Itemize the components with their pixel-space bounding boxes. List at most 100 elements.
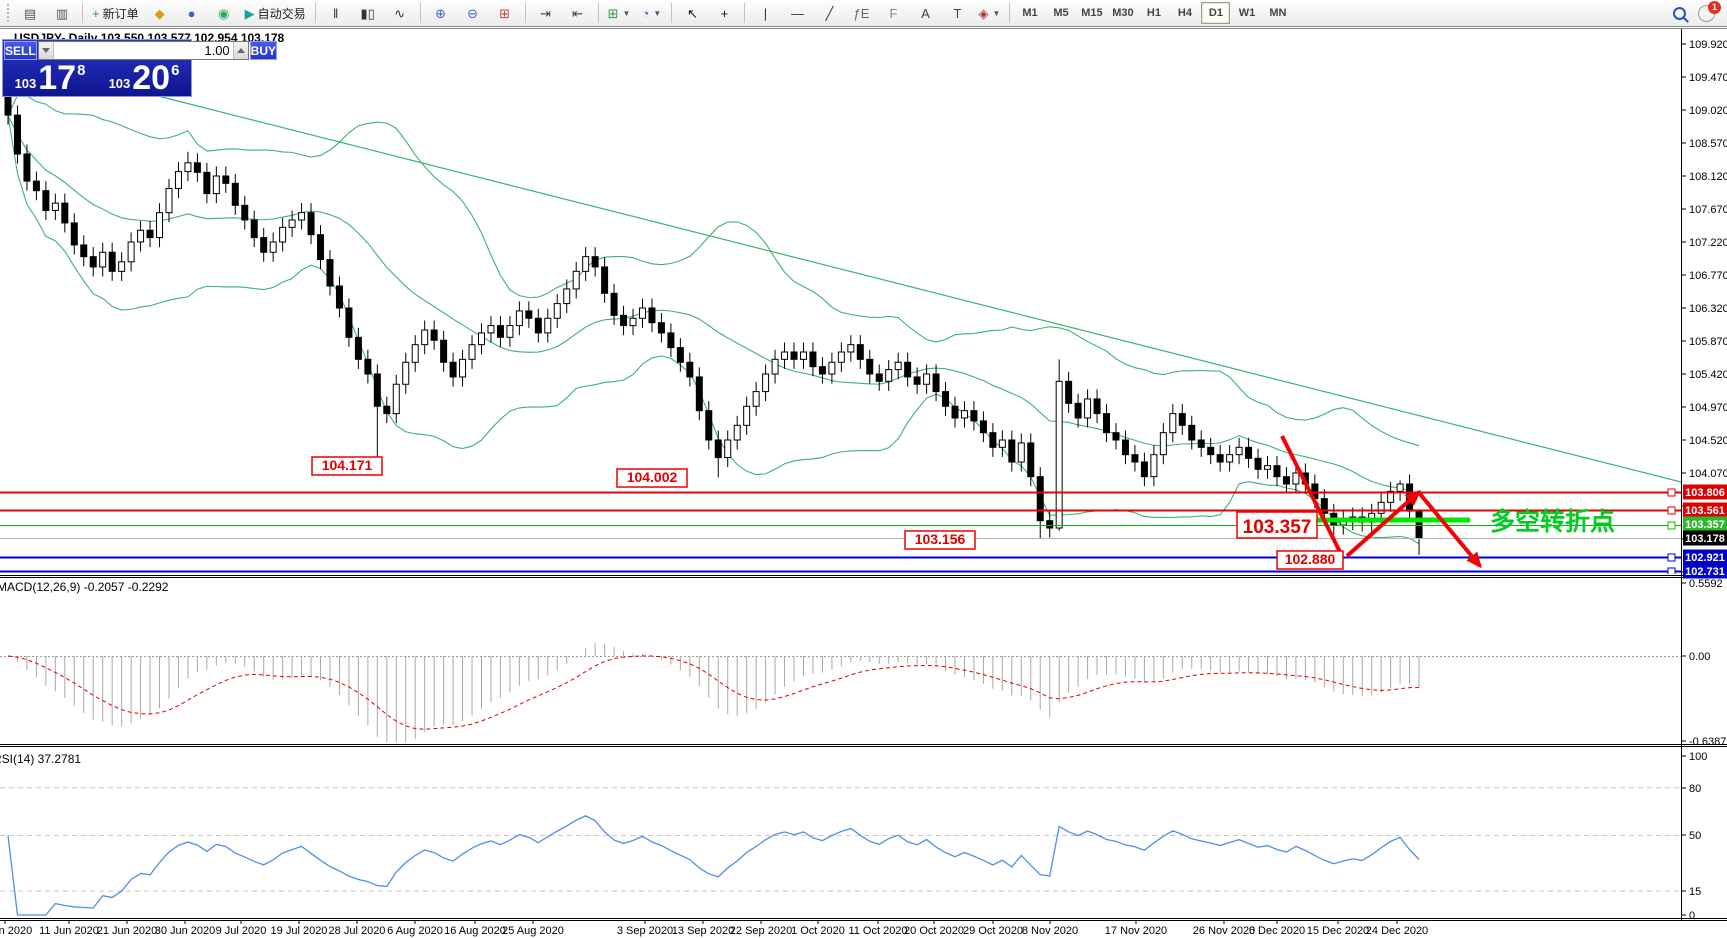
annotation-text[interactable]: 多空转折点	[1490, 507, 1615, 536]
toolbar-grip[interactable]	[7, 4, 11, 22]
candle-body	[307, 212, 315, 236]
price-axis-label: 107.670	[1689, 204, 1727, 216]
date-axis-label[interactable]: 24 Dec 2020	[1366, 925, 1428, 937]
community-icon: ●	[187, 5, 196, 21]
volume-input[interactable]	[53, 42, 233, 59]
volume-increase-button[interactable]	[232, 42, 248, 59]
date-axis-label[interactable]: 1 Jun 2020	[0, 925, 32, 937]
date-axis-label[interactable]: 6 Aug 2020	[387, 925, 443, 937]
cursor-button[interactable]: ↖	[677, 1, 707, 25]
line-chart-button[interactable]: ∿	[385, 1, 415, 25]
date-axis-label[interactable]: 22 Sep 2020	[730, 925, 792, 937]
trend-arrows[interactable]	[1280, 435, 1482, 569]
auto-scroll-icon: ⇤	[572, 5, 584, 21]
signals-button[interactable]: ◉	[209, 1, 239, 25]
new-order-button-label: 新订单	[102, 6, 139, 21]
arrow-segment[interactable]	[1418, 492, 1482, 569]
date-axis-label[interactable]: 8 Nov 2020	[1022, 925, 1078, 937]
date-axis-label[interactable]: 26 Nov 2020	[1193, 925, 1255, 937]
new-order-button[interactable]: + 新订单	[88, 1, 143, 25]
buy-button[interactable]: BUY	[249, 41, 278, 60]
timeframe-w1[interactable]: W1	[1238, 7, 1256, 19]
date-axis-label[interactable]: 16 Aug 2020	[444, 925, 506, 937]
date-axis-label[interactable]: 1 Oct 2020	[791, 925, 845, 937]
date-axis-label[interactable]: 13 Sep 2020	[672, 925, 734, 937]
zoom-in-button[interactable]: ⊕	[426, 1, 456, 25]
search-icon[interactable]	[1673, 6, 1686, 20]
candlestick-chart-button[interactable]: ▮▯	[353, 1, 383, 25]
date-axis-label[interactable]: 30 Jun 2020	[155, 925, 216, 937]
candle-body	[174, 171, 182, 189]
line-handle[interactable]	[1667, 488, 1676, 497]
date-axis-label[interactable]: 25 Aug 2020	[502, 925, 564, 937]
arrow-segment[interactable]	[1280, 435, 1342, 553]
arrow-segment[interactable]	[1345, 490, 1422, 558]
chart-shift-button[interactable]: ⇥	[531, 1, 561, 25]
text-button[interactable]: A	[910, 1, 940, 25]
date-axis-label[interactable]: 21 Jun 2020	[97, 925, 158, 937]
date-axis-label[interactable]: 17 Nov 2020	[1105, 925, 1167, 937]
text-label-button[interactable]: T	[942, 1, 972, 25]
price-callout[interactable]: 104.002	[616, 468, 688, 488]
notifications-icon[interactable]: 1	[1698, 0, 1721, 22]
timeframe-m30[interactable]: M30	[1112, 7, 1134, 19]
crosshair-button[interactable]: +	[709, 1, 739, 25]
community-button[interactable]: ●	[177, 1, 207, 25]
price-axis-label: 109.020	[1689, 105, 1727, 117]
sell-price[interactable]: 103 17 8	[3, 61, 97, 96]
date-axis-label[interactable]: 19 Jul 2020	[271, 925, 328, 937]
sell-button[interactable]: SELL	[4, 41, 37, 60]
price-axis-label: 104.070	[1689, 468, 1727, 480]
date-axis-label[interactable]: 20 Oct 2020	[904, 925, 964, 937]
price-callout[interactable]: 102.880	[1276, 550, 1344, 570]
price-axis-label: 107.220	[1689, 237, 1727, 249]
candle-body	[326, 259, 334, 287]
timeframe-m1[interactable]: M1	[1022, 7, 1038, 19]
vertical-line-button[interactable]: |	[750, 1, 780, 25]
tile-windows-button[interactable]: ⊞	[490, 1, 520, 25]
horizontal-line-button[interactable]: —	[782, 1, 812, 25]
trendline-button[interactable]: ╱	[814, 1, 844, 25]
timeframe-mn[interactable]: MN	[1269, 7, 1287, 19]
periods-button[interactable]: ◔ ▼	[636, 1, 666, 25]
autotrading-button[interactable]: ▶ 自动交易	[241, 1, 310, 25]
fibonacci-button[interactable]: F	[878, 1, 908, 25]
candle-body	[193, 162, 201, 173]
new-chart-button[interactable]: ▤	[15, 1, 45, 25]
timeframe-d1[interactable]: D1	[1201, 2, 1231, 24]
date-axis-label[interactable]: 6 Dec 2020	[1249, 925, 1305, 937]
trendline-icon: ╱	[825, 5, 834, 21]
date-axis-label[interactable]: 11 Jun 2020	[39, 925, 99, 937]
zoom-out-button[interactable]: ⊖	[458, 1, 488, 25]
price-callout[interactable]: 104.171	[311, 456, 383, 476]
price-callout[interactable]: 103.357	[1236, 511, 1318, 539]
buy-price[interactable]: 103 20 6	[97, 61, 191, 96]
candle-body	[1008, 439, 1016, 463]
line-handle[interactable]	[1667, 567, 1676, 575]
arrows-button[interactable]: ◈ ▼	[974, 1, 1004, 25]
timeframe-h4[interactable]: H4	[1177, 7, 1192, 19]
add-indicator-button[interactable]: ⊞ ▼	[604, 1, 635, 25]
metaeditor-button[interactable]: ◆	[145, 1, 175, 25]
equidistant-channel-button[interactable]: ƒE	[846, 1, 876, 25]
descending-trendline-object[interactable]	[157, 95, 1681, 483]
signals-icon: ◉	[217, 5, 230, 21]
bars-chart-button[interactable]: ‖	[321, 1, 351, 25]
date-axis-label[interactable]: 3 Sep 2020	[617, 925, 673, 937]
date-axis-label[interactable]: 28 Jul 2020	[329, 925, 386, 937]
line-handle[interactable]	[1667, 553, 1676, 562]
date-axis-label[interactable]: 9 Jul 2020	[216, 925, 267, 937]
price-callout[interactable]: 103.156	[904, 530, 976, 550]
volume-decrease-button[interactable]	[38, 42, 54, 59]
profiles-button[interactable]: ▥	[47, 1, 77, 25]
timeframe-m15[interactable]: M15	[1081, 7, 1103, 19]
auto-scroll-button[interactable]: ⇤	[563, 1, 593, 25]
timeframe-h1[interactable]: H1	[1146, 7, 1161, 19]
line-handle[interactable]	[1667, 521, 1676, 530]
date-axis-label[interactable]: 11 Oct 2020	[848, 925, 907, 937]
timeframe-m5[interactable]: M5	[1053, 7, 1069, 19]
callout-box	[311, 456, 383, 476]
date-axis-label[interactable]: 29 Oct 2020	[963, 925, 1023, 937]
date-axis-label[interactable]: 15 Dec 2020	[1307, 925, 1369, 937]
line-handle[interactable]	[1667, 506, 1676, 515]
